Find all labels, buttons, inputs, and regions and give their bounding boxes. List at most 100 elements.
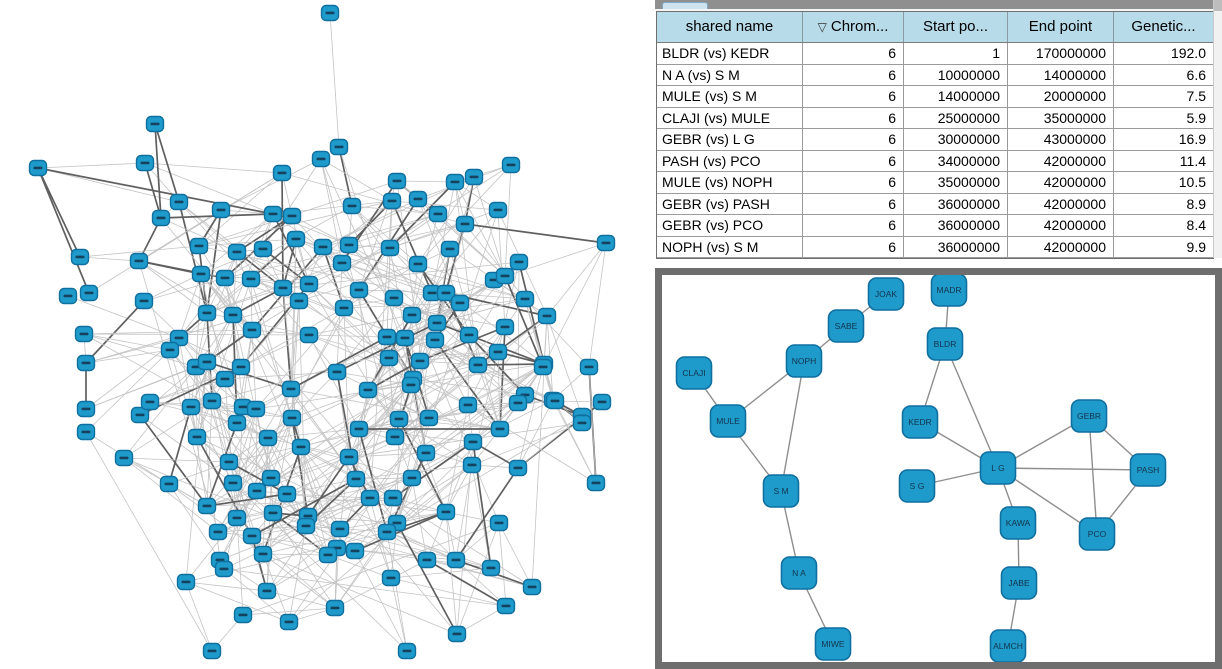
- network-node[interactable]: [223, 474, 243, 492]
- network-node[interactable]: [299, 326, 319, 344]
- table-cell[interactable]: 6: [803, 107, 904, 129]
- network-edge[interactable]: [79, 245, 200, 258]
- network-edge[interactable]: [322, 246, 395, 299]
- network-node[interactable]: [401, 376, 421, 394]
- table-cell[interactable]: N A (vs) S M: [657, 64, 803, 86]
- network-node[interactable]: [208, 523, 228, 541]
- network-edge[interactable]: [196, 361, 208, 438]
- network-node[interactable]: [334, 299, 354, 317]
- network-edge[interactable]: [517, 415, 583, 469]
- network-node[interactable]: [214, 560, 234, 578]
- network-node[interactable]: [447, 625, 467, 643]
- network-edge[interactable]: [267, 437, 341, 530]
- table-cell[interactable]: 8.4: [1114, 215, 1214, 237]
- network-node[interactable]: [382, 192, 402, 210]
- sub-network-node-gebr[interactable]: GEBR: [1070, 399, 1108, 433]
- network-edge[interactable]: [290, 300, 300, 390]
- network-node[interactable]: [379, 349, 399, 367]
- network-edge[interactable]: [504, 164, 512, 277]
- sub-network-node-pash[interactable]: PASH: [1129, 453, 1167, 487]
- network-node[interactable]: [509, 253, 529, 271]
- network-edge[interactable]: [391, 200, 433, 294]
- network-edge[interactable]: [390, 577, 408, 652]
- network-edge[interactable]: [524, 298, 590, 368]
- network-edge[interactable]: [220, 158, 322, 211]
- network-edge[interactable]: [426, 559, 507, 607]
- column-header-endpoint[interactable]: End point: [1008, 12, 1114, 42]
- table-cell[interactable]: 43000000: [1008, 129, 1114, 151]
- network-edge[interactable]: [232, 482, 408, 652]
- network-edge[interactable]: [392, 497, 533, 588]
- network-edge[interactable]: [396, 180, 430, 419]
- network-edge[interactable]: [83, 333, 197, 368]
- sub-network-node-na[interactable]: N A: [780, 556, 818, 590]
- network-edge[interactable]: [291, 215, 350, 246]
- network-edge[interactable]: [354, 477, 413, 552]
- network-edge[interactable]: [546, 242, 607, 317]
- network-edge[interactable]: [389, 209, 499, 249]
- network-edge[interactable]: [251, 329, 310, 336]
- network-node[interactable]: [258, 429, 278, 447]
- network-edge[interactable]: [251, 329, 257, 410]
- network-node[interactable]: [501, 156, 521, 174]
- network-edge[interactable]: [123, 366, 197, 459]
- network-node[interactable]: [428, 205, 448, 223]
- table-cell[interactable]: 6: [803, 129, 904, 151]
- network-edge[interactable]: [367, 389, 430, 419]
- network-node[interactable]: [279, 613, 299, 631]
- network-node[interactable]: [402, 469, 422, 487]
- network-edge[interactable]: [290, 388, 501, 430]
- network-edge[interactable]: [308, 283, 412, 386]
- table-cell[interactable]: 11.4: [1114, 150, 1214, 172]
- network-edge[interactable]: [343, 263, 419, 309]
- network-edge[interactable]: [445, 292, 526, 300]
- network-edge[interactable]: [223, 568, 507, 607]
- network-edge[interactable]: [206, 312, 244, 408]
- network-edge[interactable]: [417, 198, 451, 250]
- network-edge[interactable]: [336, 464, 473, 549]
- network-edge[interactable]: [240, 334, 310, 368]
- network-edge[interactable]: [168, 406, 192, 485]
- network-edge[interactable]: [286, 404, 469, 495]
- main-network-canvas[interactable]: [0, 0, 655, 669]
- network-edge[interactable]: [417, 164, 512, 200]
- network-edge[interactable]: [224, 371, 338, 380]
- network-edge[interactable]: [437, 213, 506, 277]
- network-edge[interactable]: [160, 217, 238, 253]
- network-node[interactable]: [419, 409, 439, 427]
- network-node[interactable]: [427, 314, 447, 332]
- network-edge[interactable]: [471, 422, 583, 466]
- network-node[interactable]: [496, 597, 516, 615]
- network-edge[interactable]: [369, 417, 430, 499]
- network-edge[interactable]: [224, 277, 300, 302]
- network-edge[interactable]: [262, 553, 336, 609]
- network-edge[interactable]: [267, 428, 360, 439]
- network-edge[interactable]: [464, 223, 607, 244]
- network-edge[interactable]: [308, 334, 390, 359]
- table-cell[interactable]: 36000000: [904, 236, 1008, 258]
- network-edge[interactable]: [412, 378, 526, 396]
- network-edge[interactable]: [266, 554, 329, 592]
- network-node[interactable]: [130, 406, 150, 424]
- network-edge[interactable]: [396, 180, 456, 183]
- network-edge[interactable]: [206, 493, 288, 507]
- table-cell[interactable]: 20000000: [1008, 86, 1114, 108]
- network-edge[interactable]: [445, 511, 458, 635]
- table-cell[interactable]: 8.9: [1114, 193, 1214, 215]
- network-edge[interactable]: [206, 209, 222, 314]
- network-edge[interactable]: [200, 273, 226, 380]
- network-edge[interactable]: [358, 384, 412, 430]
- network-node[interactable]: [79, 284, 99, 302]
- network-edge[interactable]: [445, 441, 474, 513]
- network-node[interactable]: [422, 284, 442, 302]
- network-edge[interactable]: [308, 314, 413, 336]
- network-edge[interactable]: [386, 531, 408, 652]
- network-node[interactable]: [233, 606, 253, 624]
- network-edge[interactable]: [320, 158, 406, 339]
- network-edge[interactable]: [272, 417, 293, 514]
- network-node[interactable]: [140, 393, 160, 411]
- table-cell[interactable]: 192.0: [1114, 43, 1214, 65]
- network-node[interactable]: [263, 205, 283, 223]
- network-node[interactable]: [408, 255, 428, 273]
- network-edge[interactable]: [123, 457, 230, 463]
